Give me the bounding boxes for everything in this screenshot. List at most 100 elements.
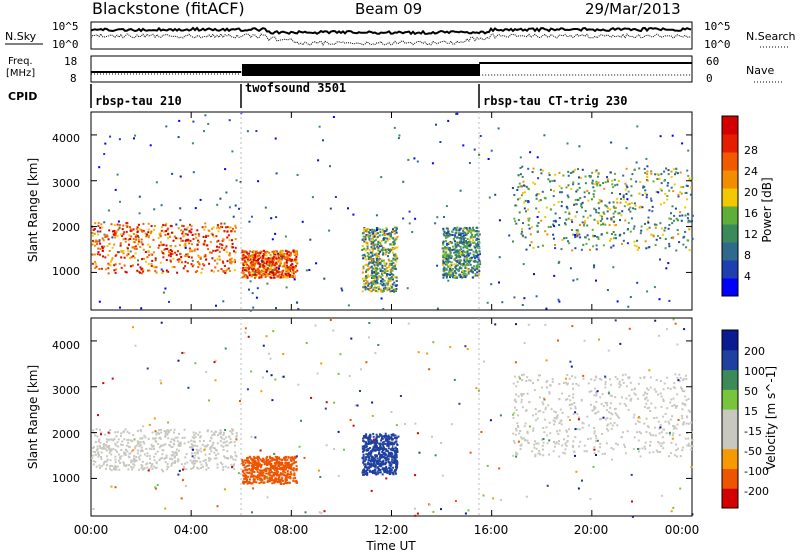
data-cell bbox=[159, 457, 162, 460]
data-cell bbox=[519, 173, 522, 176]
data-cell bbox=[263, 262, 266, 264]
data-cell bbox=[139, 444, 142, 446]
data-cell bbox=[648, 432, 651, 435]
data-cell bbox=[623, 205, 626, 208]
data-cell bbox=[545, 206, 548, 209]
data-cell bbox=[393, 254, 396, 257]
data-cell bbox=[285, 249, 288, 252]
data-cell bbox=[376, 290, 379, 293]
data-cell bbox=[461, 242, 464, 245]
data-cell bbox=[469, 248, 472, 251]
data-cell bbox=[467, 268, 470, 270]
data-cell bbox=[442, 261, 445, 263]
data-cell bbox=[535, 197, 538, 200]
data-cell bbox=[248, 478, 251, 481]
data-cell bbox=[210, 269, 213, 272]
data-cell bbox=[189, 446, 191, 449]
data-cell bbox=[523, 201, 526, 204]
data-cell bbox=[660, 173, 663, 176]
data-cell bbox=[278, 263, 281, 266]
data-cell bbox=[476, 261, 479, 264]
data-cell bbox=[381, 264, 384, 267]
data-cell bbox=[517, 186, 520, 189]
data-cell bbox=[362, 450, 364, 453]
data-cell bbox=[590, 198, 593, 201]
data-cell bbox=[441, 262, 444, 265]
data-cell bbox=[682, 403, 685, 405]
data-cell bbox=[211, 227, 214, 230]
data-cell bbox=[644, 447, 647, 450]
data-cell bbox=[234, 204, 237, 207]
data-cell bbox=[579, 236, 582, 239]
data-cell bbox=[383, 440, 386, 443]
data-cell bbox=[377, 285, 380, 288]
data-cell bbox=[375, 271, 377, 274]
data-cell bbox=[655, 449, 658, 452]
data-cell bbox=[209, 446, 212, 449]
data-cell bbox=[683, 390, 686, 393]
data-cell bbox=[230, 260, 233, 263]
data-cell bbox=[448, 271, 450, 274]
data-cell bbox=[183, 436, 186, 439]
data-cell bbox=[252, 255, 255, 258]
data-cell bbox=[223, 248, 226, 251]
data-cell bbox=[597, 175, 599, 178]
data-cell bbox=[554, 247, 557, 250]
data-cell bbox=[380, 176, 383, 179]
data-cell bbox=[277, 275, 280, 278]
data-cell bbox=[515, 385, 518, 388]
data-cell bbox=[673, 219, 675, 222]
data-cell bbox=[234, 251, 237, 254]
data-cell bbox=[147, 231, 150, 234]
data-cell bbox=[172, 239, 175, 242]
data-cell bbox=[682, 243, 685, 246]
data-cell bbox=[586, 234, 589, 237]
data-cell bbox=[362, 267, 365, 270]
data-cell bbox=[611, 192, 613, 194]
data-cell bbox=[395, 279, 398, 282]
data-cell bbox=[286, 266, 289, 269]
data-cell bbox=[612, 266, 615, 269]
data-cell bbox=[664, 413, 667, 415]
data-cell bbox=[289, 465, 292, 468]
data-cell bbox=[200, 463, 203, 466]
data-cell bbox=[463, 240, 466, 242]
data-cell bbox=[347, 207, 349, 210]
data-cell bbox=[179, 237, 182, 240]
data-cell bbox=[469, 241, 472, 243]
data-cell bbox=[467, 244, 470, 247]
data-cell bbox=[122, 431, 125, 434]
data-cell bbox=[379, 455, 381, 458]
data-cell bbox=[512, 240, 514, 243]
data-cell bbox=[367, 258, 370, 260]
data-cell bbox=[97, 222, 100, 224]
data-cell bbox=[104, 142, 107, 145]
data-cell bbox=[681, 402, 684, 405]
data-cell bbox=[364, 235, 367, 238]
data-cell bbox=[167, 237, 169, 240]
data-cell bbox=[587, 199, 590, 202]
data-cell bbox=[392, 273, 395, 276]
data-cell bbox=[140, 229, 143, 232]
data-cell bbox=[347, 304, 350, 307]
data-cell bbox=[542, 244, 544, 247]
data-cell bbox=[370, 439, 373, 442]
data-cell bbox=[113, 466, 116, 469]
data-cell bbox=[387, 286, 390, 289]
data-cell bbox=[123, 464, 126, 467]
data-cell bbox=[368, 232, 371, 235]
data-cell bbox=[146, 256, 149, 259]
data-cell bbox=[652, 235, 655, 238]
data-cell bbox=[259, 458, 262, 461]
data-cell bbox=[461, 252, 464, 255]
data-cell bbox=[260, 460, 263, 462]
data-cell bbox=[224, 465, 227, 468]
data-cell bbox=[361, 447, 364, 450]
data-cell bbox=[633, 202, 636, 205]
data-cell bbox=[537, 211, 540, 214]
data-cell bbox=[451, 241, 454, 244]
data-cell bbox=[380, 448, 383, 450]
data-cell bbox=[135, 456, 138, 459]
data-cell bbox=[527, 219, 530, 222]
data-cell bbox=[392, 251, 394, 254]
